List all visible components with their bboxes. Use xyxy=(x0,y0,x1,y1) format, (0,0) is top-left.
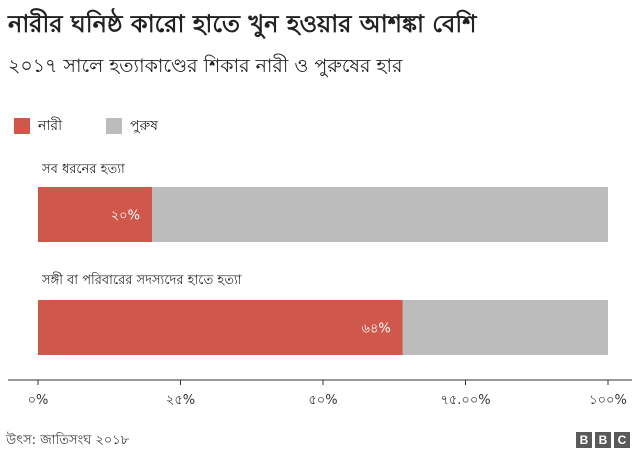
bbc-logo-letter-b1: B xyxy=(576,432,592,448)
bar-segment-men xyxy=(402,300,608,355)
source-note: উৎস: জাতিসংঘ ২০১৮ xyxy=(6,433,130,448)
legend-item-women: নারী xyxy=(14,114,62,138)
x-tick-label: ৭৫.০০% xyxy=(440,393,490,408)
data-label: ৬৪% xyxy=(362,322,391,337)
bar-segment-women xyxy=(38,300,403,355)
legend-label-men: পুরুষ xyxy=(130,118,158,134)
bar-segment-men xyxy=(152,187,608,242)
category-label: সঙ্গী বা পরিবারের সদস্যদের হাতে হত্যা xyxy=(41,272,242,288)
x-tick-label: ০% xyxy=(28,393,49,408)
chart-subtitle: ২০১৭ সালে হত্যাকাণ্ডের শিকার নারী ও পুরু… xyxy=(8,55,403,77)
bbc-logo-letter-b2: B xyxy=(595,432,611,448)
stacked-bar-chart: সব ধরনের হত্যা ২০% সঙ্গী বা পরিবারের সদস্য… xyxy=(8,162,632,408)
bar-segment-women xyxy=(38,187,152,242)
x-tick-label: ১০০% xyxy=(589,393,627,408)
chart-title: নারীর ঘনিষ্ঠ কারো হাতে খুন হওয়ার আশঙ্কা… xyxy=(8,10,477,38)
legend-swatch-women xyxy=(14,118,30,134)
legend-item-men: পুরুষ xyxy=(106,114,158,138)
x-tick-label: ৫০% xyxy=(308,393,337,408)
legend-swatch-men xyxy=(106,118,122,134)
bbc-logo: B B C xyxy=(576,432,630,448)
legend-label-women: নারী xyxy=(38,118,63,134)
category-label: সব ধরনের হত্যা xyxy=(41,162,125,177)
x-tick-label: ২৫% xyxy=(166,393,195,408)
bbc-logo-letter-c: C xyxy=(614,432,630,448)
data-label: ২০% xyxy=(111,209,140,224)
